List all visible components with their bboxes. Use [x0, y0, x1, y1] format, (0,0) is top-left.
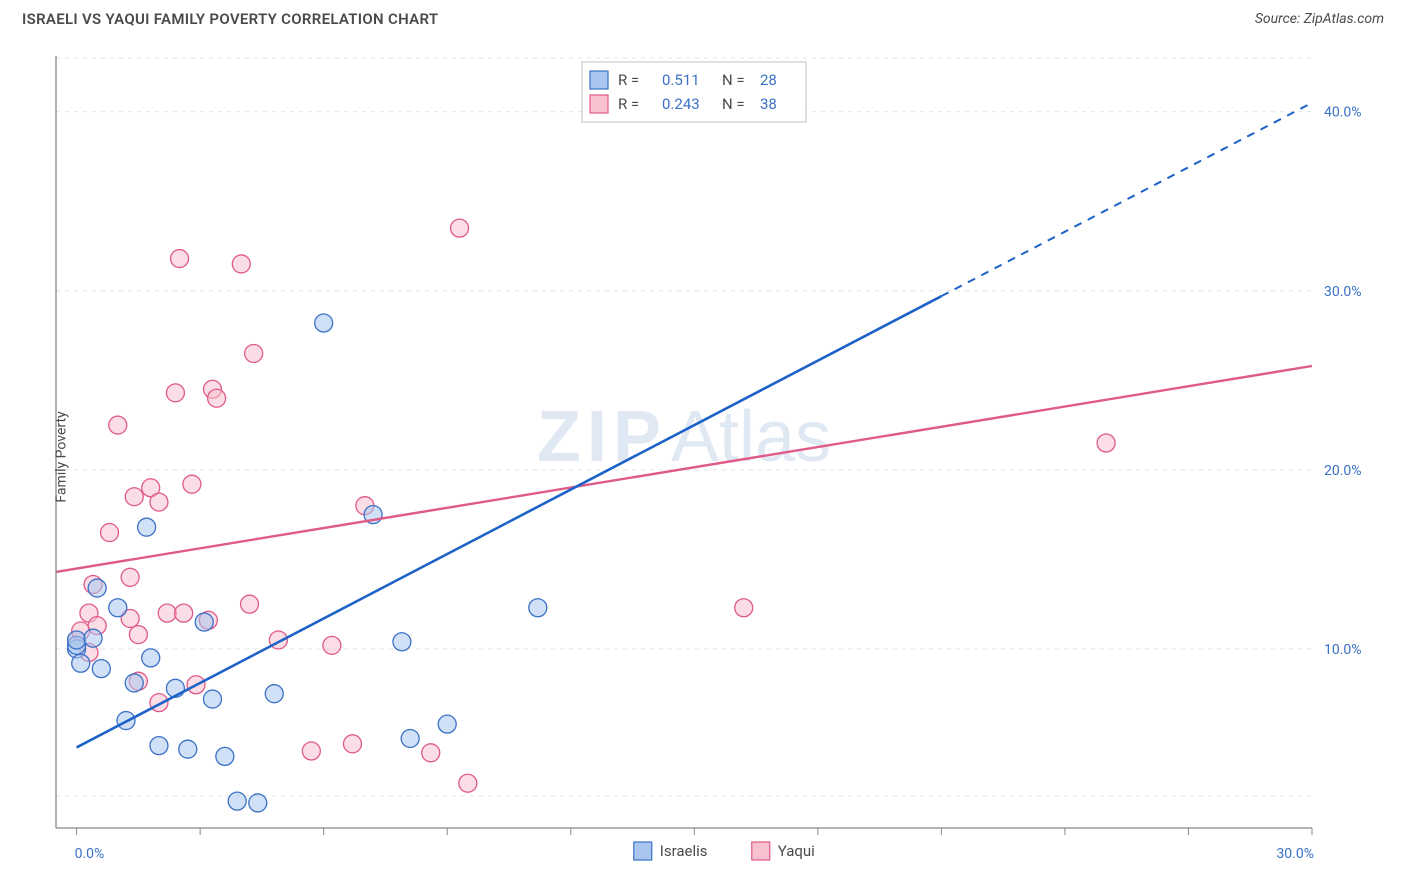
- data-point-israelis: [68, 631, 86, 649]
- data-point-israelis: [92, 660, 110, 678]
- stats-n-value: 38: [760, 95, 777, 113]
- stats-r-label: R =: [618, 71, 639, 89]
- data-point-israelis: [179, 740, 197, 758]
- data-point-israelis: [393, 633, 411, 651]
- stats-swatch: [590, 95, 608, 113]
- legend-swatch: [634, 842, 652, 860]
- data-point-israelis: [142, 649, 160, 667]
- trend-line-israelis: [77, 296, 942, 747]
- data-point-yaqui: [121, 568, 139, 586]
- data-point-yaqui: [459, 774, 477, 792]
- data-point-israelis: [265, 685, 283, 703]
- watermark: ZIPAtlas: [537, 397, 831, 477]
- data-point-yaqui: [101, 524, 119, 542]
- data-point-yaqui: [1097, 434, 1115, 452]
- data-point-yaqui: [166, 384, 184, 402]
- data-point-israelis: [109, 599, 127, 617]
- data-point-israelis: [216, 747, 234, 765]
- data-point-israelis: [88, 579, 106, 597]
- legend-label: Israelis: [660, 842, 708, 860]
- data-point-yaqui: [241, 595, 259, 613]
- data-point-yaqui: [232, 255, 250, 273]
- stats-r-value: 0.243: [662, 95, 700, 113]
- stats-swatch: [590, 71, 608, 89]
- data-point-yaqui: [175, 604, 193, 622]
- stats-r-value: 0.511: [662, 71, 700, 89]
- data-point-israelis: [228, 792, 246, 810]
- data-point-yaqui: [451, 219, 469, 237]
- data-point-yaqui: [171, 250, 189, 268]
- data-point-yaqui: [208, 389, 226, 407]
- legend: Israelis Yaqui: [634, 842, 815, 860]
- data-point-yaqui: [183, 475, 201, 493]
- data-point-israelis: [138, 518, 156, 536]
- data-point-israelis: [125, 674, 143, 692]
- data-point-israelis: [203, 690, 221, 708]
- stats-n-label: N =: [722, 95, 745, 113]
- data-point-yaqui: [109, 416, 127, 434]
- y-tick-label: 40.0%: [1324, 105, 1362, 121]
- data-point-yaqui: [323, 636, 341, 654]
- source-attribution: Source: ZipAtlas.com: [1255, 11, 1384, 27]
- data-point-yaqui: [150, 493, 168, 511]
- data-point-israelis: [438, 715, 456, 733]
- y-axis-label: Family Poverty: [54, 411, 70, 502]
- data-point-yaqui: [735, 599, 753, 617]
- chart-title: ISRAELI VS YAQUI FAMILY POVERTY CORRELAT…: [22, 10, 438, 28]
- stats-n-label: N =: [722, 71, 745, 89]
- data-point-yaqui: [302, 742, 320, 760]
- y-tick-label: 30.0%: [1324, 284, 1362, 300]
- stats-r-label: R =: [618, 95, 639, 113]
- data-point-yaqui: [158, 604, 176, 622]
- trend-line-israelis-dashed: [941, 103, 1312, 296]
- data-point-israelis: [249, 794, 267, 812]
- legend-swatch: [752, 842, 770, 860]
- data-point-yaqui: [125, 488, 143, 506]
- x-tick-label: 0.0%: [75, 846, 105, 862]
- data-point-yaqui: [343, 735, 361, 753]
- x-tick-label: 30.0%: [1276, 846, 1314, 862]
- data-point-yaqui: [245, 344, 263, 362]
- y-tick-label: 20.0%: [1324, 463, 1362, 479]
- scatter-chart: ZIPAtlas 0.0% 30.0% 10.0% 20.0% 30.0% 40.0% R =…: [22, 42, 1384, 872]
- data-point-israelis: [72, 654, 90, 672]
- stats-box: R = 0.511 N = 28 R = 0.243 N = 38: [582, 62, 806, 122]
- data-point-israelis: [150, 737, 168, 755]
- y-tick-label: 10.0%: [1324, 642, 1362, 658]
- chart-container: Family Poverty ZIPAtlas 0.0% 30.0% 10.0% 20.…: [22, 42, 1384, 872]
- data-point-israelis: [401, 729, 419, 747]
- data-point-israelis: [315, 314, 333, 332]
- data-point-israelis: [529, 599, 547, 617]
- data-point-yaqui: [129, 626, 147, 644]
- data-point-israelis: [195, 613, 213, 631]
- stats-n-value: 28: [760, 71, 777, 89]
- data-point-israelis: [84, 629, 102, 647]
- legend-label: Yaqui: [778, 842, 815, 860]
- data-point-yaqui: [422, 744, 440, 762]
